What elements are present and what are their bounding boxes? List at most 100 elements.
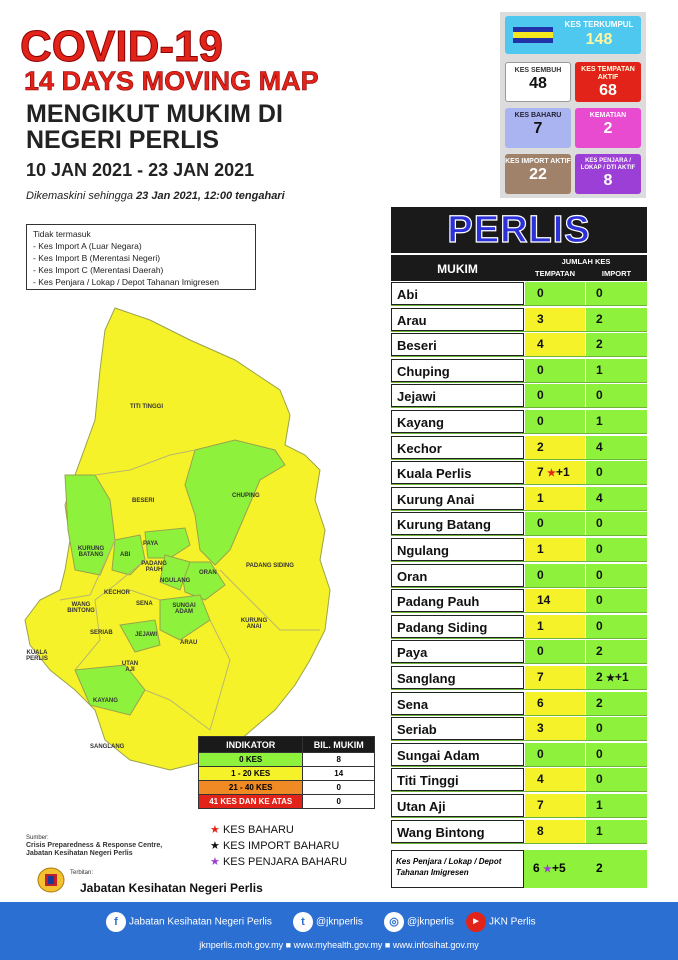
- tempatan-value: 7: [537, 670, 544, 684]
- mukim-name: Jejawi: [391, 384, 524, 408]
- map-label-utan-aji: UTAN AJI: [121, 661, 139, 673]
- map-oran: [179, 561, 226, 601]
- mukim-name: Kurung Anai: [391, 486, 524, 510]
- table-row: Kayang 0 1: [391, 410, 647, 434]
- instagram-link[interactable]: ◎ @jknperlis: [384, 912, 454, 932]
- import-value: 0: [596, 746, 603, 761]
- card-value: 7: [533, 120, 543, 137]
- perlis-map: [24, 307, 331, 771]
- indicator-label: 21 - 40 KES: [197, 780, 304, 795]
- map-label-wang-bintong: WANG BINTONG: [67, 602, 95, 614]
- purple-star-icon: ★: [543, 864, 552, 875]
- tempatan-value: 0: [537, 516, 544, 531]
- flag-icon: [513, 27, 553, 43]
- mukim-name: Oran: [391, 563, 524, 587]
- table-footer-row: Kes Penjara / Lokap / Depot Tahanan Imig…: [391, 850, 647, 888]
- footer-row-import: 2: [586, 850, 647, 888]
- card-label: KES IMPORT AKTIF: [505, 158, 571, 165]
- table-title: PERLIS: [447, 208, 591, 251]
- map-jejawi: [119, 619, 161, 653]
- col-jumlah: JUMLAH KES: [561, 257, 611, 266]
- import-cell: 0: [586, 589, 647, 613]
- map-label-paya: PAYA: [143, 541, 159, 547]
- twitter-link[interactable]: t @jknperlis: [293, 912, 363, 932]
- map-abi: [111, 534, 146, 576]
- tempatan-value: 0: [537, 388, 544, 403]
- source-note: Sumber: Crisis Preparedness & Response C…: [26, 834, 162, 858]
- import-cell: 0: [586, 282, 647, 305]
- map-label-kurung-batang: KURUNG BATANG: [77, 546, 105, 558]
- table-row: Padang Pauh 14 0: [391, 589, 647, 614]
- heading-line-1: MENGIKUT MUKIM DI: [26, 100, 283, 128]
- table-row: Jejawi 0 0: [391, 384, 647, 409]
- tempatan-value: 3: [537, 721, 544, 736]
- tempatan-cell: 1: [525, 538, 585, 561]
- map-label-jejawi: JEJAWI: [135, 632, 158, 638]
- tempatan-value: 2: [537, 439, 544, 454]
- import-cell: 0: [586, 512, 647, 536]
- map-kayang: [74, 664, 146, 716]
- map-label-sungai-adam: SUNGAI ADAM: [172, 603, 196, 615]
- instagram-icon: ◎: [384, 912, 404, 932]
- star-keys: ★ KES BAHARU ★ KES IMPORT BAHARU ★ KES P…: [210, 822, 347, 870]
- table-row: Sena 6 2: [391, 691, 647, 716]
- card-label: KES TERKUMPUL: [564, 20, 634, 29]
- mukim-name: Arau: [391, 307, 524, 331]
- tempatan-cell: 1: [525, 486, 585, 510]
- indicator-col2: BIL. MUKIM: [302, 736, 375, 753]
- note-item: - Kes Import C (Merentasi Daerah): [33, 265, 164, 275]
- import-cell: 0: [586, 384, 647, 408]
- tempatan-value: 1: [537, 542, 544, 556]
- card-label: KES BAHARU: [514, 112, 562, 119]
- table-row: Seriab 3 0: [391, 717, 647, 742]
- import-value: 0: [596, 388, 603, 403]
- tempatan-cell: 3: [525, 717, 585, 741]
- source-line1: Crisis Preparedness & Response Centre,: [26, 842, 163, 849]
- table-row: Kechor 2 4: [391, 435, 647, 460]
- tempatan-value: 7: [537, 465, 544, 480]
- tempatan-cell: 0: [525, 358, 585, 382]
- indicator-count: 14: [302, 766, 375, 781]
- youtube-link[interactable]: ▶ JKN Perlis: [466, 912, 536, 932]
- tempatan-cell: 2: [525, 435, 585, 459]
- card-baharu: KES BAHARU 7: [505, 108, 571, 148]
- tempatan-cell: 6: [525, 691, 585, 715]
- map-label-kuala-perlis: KUALA PERLIS: [26, 650, 48, 662]
- heading-line-2: NEGERI PERLIS: [26, 126, 220, 154]
- import-cell: 2: [586, 307, 647, 331]
- card-label: KEMATIAN: [589, 112, 627, 119]
- card-tempatan-aktif: KES TEMPATAN AKTIF 68: [575, 62, 641, 102]
- import-value: 0: [596, 618, 603, 633]
- youtube-label: JKN Perlis: [489, 916, 536, 928]
- note-item: - Kes Penjara / Lokap / Depot Tahanan Im…: [33, 277, 220, 287]
- footer-row-tempatan: 6 ★+5: [525, 850, 585, 888]
- card-value: 68: [599, 82, 617, 99]
- mukim-name: Kechor: [391, 435, 524, 459]
- note-title: Tidak termasuk: [33, 229, 91, 239]
- updated-value: 23 Jan 2021, 12:00 tengahari: [136, 190, 285, 202]
- tempatan-cell: 7 ★+1: [525, 461, 585, 485]
- footer-urls[interactable]: jknperlis.moh.gov.my ■ www.myhealth.gov.…: [199, 940, 479, 950]
- indicator-count: 0: [302, 794, 375, 809]
- table-row: Titi Tinggi 4 0: [391, 768, 647, 793]
- tempatan-cell: 14: [525, 589, 585, 613]
- mukim-name: Utan Aji: [391, 794, 524, 817]
- mukim-name: Kuala Perlis: [391, 461, 524, 485]
- mukim-name: Padang Siding: [391, 614, 524, 638]
- updated-prefix: Dikemaskini sehingga: [26, 190, 137, 202]
- indicator-count: 0: [302, 780, 375, 795]
- import-value: 2: [596, 644, 603, 659]
- import-value: 0: [596, 772, 603, 787]
- card-terkumpul: KES TERKUMPUL 148: [505, 16, 641, 54]
- facebook-link[interactable]: f Jabatan Kesihatan Negeri Perlis: [106, 912, 272, 932]
- card-value: 22: [529, 166, 547, 183]
- facebook-label: Jabatan Kesihatan Negeri Perlis: [129, 916, 272, 928]
- map-label-kayang: KAYANG: [93, 698, 118, 704]
- mukim-name: Seriab: [391, 717, 524, 741]
- indicator-count: 8: [302, 752, 375, 767]
- black-star-icon: ★: [606, 673, 615, 684]
- note-item: - Kes Import A (Luar Negara): [33, 241, 142, 251]
- note-item: - Kes Import B (Merentasi Negeri): [33, 253, 161, 263]
- tempatan-value: 0: [537, 567, 544, 582]
- tempatan-value: 7: [537, 798, 544, 812]
